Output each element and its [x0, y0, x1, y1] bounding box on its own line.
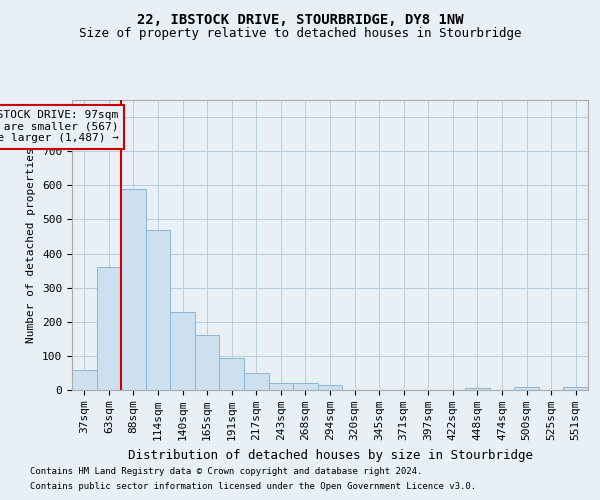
Bar	[318, 385, 342, 390]
Bar	[514, 386, 539, 390]
X-axis label: Distribution of detached houses by size in Stourbridge: Distribution of detached houses by size …	[128, 448, 533, 462]
Text: 22, IBSTOCK DRIVE, STOURBRIDGE, DY8 1NW: 22, IBSTOCK DRIVE, STOURBRIDGE, DY8 1NW	[137, 12, 463, 26]
Bar	[269, 383, 293, 390]
Bar	[220, 358, 244, 390]
Bar	[170, 312, 195, 390]
Text: Contains public sector information licensed under the Open Government Licence v3: Contains public sector information licen…	[30, 482, 476, 491]
Bar	[121, 188, 146, 390]
Text: 22 IBSTOCK DRIVE: 97sqm
← 27% of detached houses are smaller (567)
72% of semi-d: 22 IBSTOCK DRIVE: 97sqm ← 27% of detache…	[0, 110, 119, 144]
Bar	[195, 336, 220, 390]
Text: Contains HM Land Registry data © Crown copyright and database right 2024.: Contains HM Land Registry data © Crown c…	[30, 467, 422, 476]
Bar	[72, 370, 97, 390]
Bar	[465, 388, 490, 390]
Bar	[97, 267, 121, 390]
Bar	[563, 386, 588, 390]
Bar	[293, 383, 318, 390]
Y-axis label: Number of detached properties: Number of detached properties	[26, 147, 37, 343]
Text: Size of property relative to detached houses in Stourbridge: Size of property relative to detached ho…	[79, 28, 521, 40]
Bar	[244, 373, 269, 390]
Bar	[146, 230, 170, 390]
